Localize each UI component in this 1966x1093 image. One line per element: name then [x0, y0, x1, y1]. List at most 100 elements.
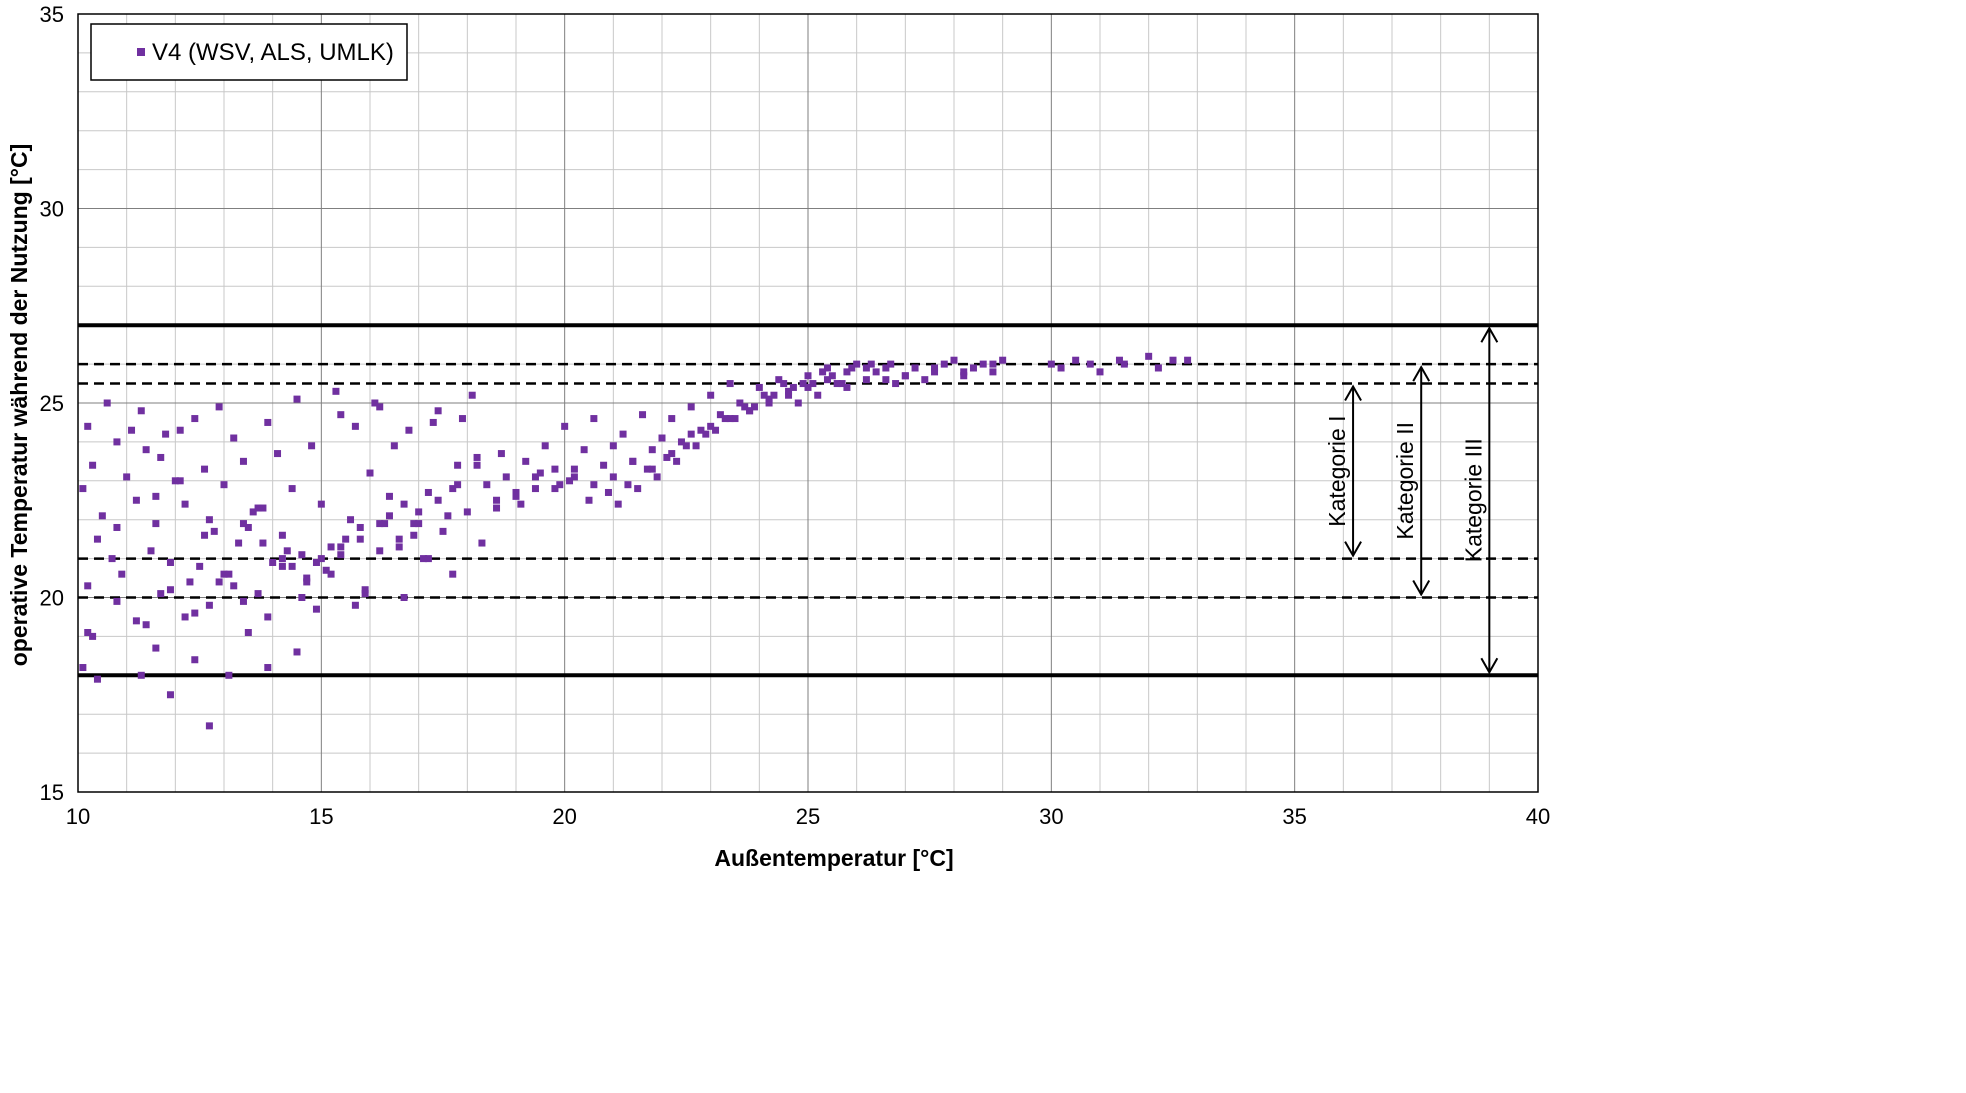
data-point [609, 442, 617, 450]
data-point [775, 376, 783, 384]
data-point [1115, 356, 1123, 364]
data-point [264, 613, 272, 621]
data-point [220, 481, 228, 489]
data-point [322, 566, 330, 574]
data-point [385, 492, 393, 500]
data-point [785, 387, 793, 395]
data-point [347, 516, 355, 524]
data-point [843, 368, 851, 376]
data-point [376, 403, 384, 411]
data-point [531, 485, 539, 493]
data-point [979, 360, 987, 368]
data-point [288, 562, 296, 570]
data-point [137, 671, 145, 679]
data-point [561, 422, 569, 430]
data-point [799, 380, 807, 388]
data-point [512, 488, 520, 496]
data-point [142, 446, 150, 454]
data-point [157, 453, 165, 461]
data-point [239, 597, 247, 605]
x-tick-label: 15 [309, 804, 333, 829]
data-point [205, 516, 213, 524]
data-point [712, 426, 720, 434]
data-point [814, 391, 822, 399]
data-point [327, 543, 335, 551]
data-point [463, 508, 471, 516]
data-point [872, 368, 880, 376]
data-point [653, 473, 661, 481]
data-point [152, 520, 160, 528]
x-tick-label: 40 [1526, 804, 1550, 829]
data-point [351, 422, 359, 430]
data-point [911, 364, 919, 372]
data-point [1120, 360, 1128, 368]
data-point [726, 380, 734, 388]
data-point [882, 364, 890, 372]
data-point [235, 539, 243, 547]
data-point [254, 504, 262, 512]
x-tick-label: 25 [796, 804, 820, 829]
y-tick-label: 25 [40, 391, 64, 416]
data-point [361, 590, 369, 598]
reference-lines [78, 323, 1538, 678]
data-point [780, 380, 788, 388]
data-point [176, 477, 184, 485]
data-point [570, 465, 578, 473]
data-point [648, 465, 656, 473]
data-point [833, 380, 841, 388]
data-point [668, 415, 676, 423]
data-point [356, 535, 364, 543]
data-point [215, 578, 223, 586]
data-point [118, 570, 126, 578]
data-point [634, 485, 642, 493]
data-point [556, 481, 564, 489]
data-point [166, 558, 174, 566]
data-point [298, 551, 306, 559]
data-point [303, 578, 311, 586]
data-point [1145, 352, 1153, 360]
data-point [293, 648, 301, 656]
data-point [750, 403, 758, 411]
data-point [765, 399, 773, 407]
data-point [755, 383, 763, 391]
data-point [152, 492, 160, 500]
data-point [434, 496, 442, 504]
data-point [220, 570, 228, 578]
data-point [478, 539, 486, 547]
data-point [969, 364, 977, 372]
data-point [264, 664, 272, 672]
data-point [614, 500, 622, 508]
data-point [819, 368, 827, 376]
data-point [785, 391, 793, 399]
data-point [176, 426, 184, 434]
data-point [390, 442, 398, 450]
data-point [867, 360, 875, 368]
category-arrow-head [1344, 541, 1362, 558]
data-point [201, 531, 209, 539]
data-point [658, 434, 666, 442]
data-point [181, 500, 189, 508]
data-point [415, 520, 423, 528]
data-point [619, 430, 627, 438]
data-point [278, 562, 286, 570]
data-point [215, 403, 223, 411]
data-point [79, 485, 87, 493]
data-point [410, 531, 418, 539]
data-point [809, 380, 817, 388]
category-label: Kategorie III [1460, 438, 1486, 562]
data-point [278, 555, 286, 563]
data-point [308, 442, 316, 450]
data-point [113, 438, 121, 446]
data-point [838, 380, 846, 388]
data-point [303, 574, 311, 582]
data-point [585, 496, 593, 504]
data-point [317, 500, 325, 508]
data-point [458, 415, 466, 423]
data-point [210, 527, 218, 535]
data-point [449, 485, 457, 493]
data-point [342, 535, 350, 543]
data-point [239, 457, 247, 465]
data-point [366, 469, 374, 477]
data-point [468, 391, 476, 399]
data-point [493, 504, 501, 512]
